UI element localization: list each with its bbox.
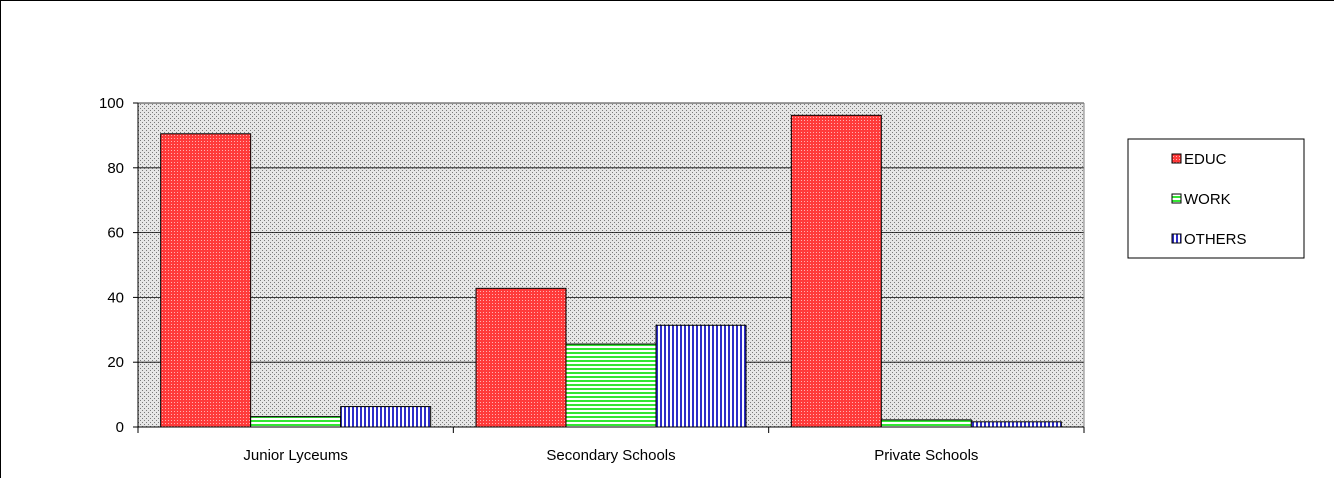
legend-swatch-work bbox=[1171, 193, 1182, 204]
x-tick-label: Private Schools bbox=[874, 447, 978, 464]
bar-work-1 bbox=[565, 343, 657, 428]
legend-swatch-others bbox=[1171, 233, 1182, 244]
bar-work-2 bbox=[880, 419, 972, 428]
y-tick-label: 80 bbox=[107, 160, 124, 177]
legend-box bbox=[1127, 138, 1305, 259]
bar-educ-1 bbox=[475, 287, 567, 428]
y-tick-label: 100 bbox=[99, 95, 124, 112]
y-tick-label: 20 bbox=[107, 354, 124, 371]
y-tick-label: 40 bbox=[107, 289, 124, 306]
legend-label-educ: EDUC bbox=[1184, 151, 1227, 168]
y-tick-label: 60 bbox=[107, 225, 124, 242]
bar-others-0 bbox=[340, 406, 432, 428]
bar-educ-0 bbox=[160, 133, 252, 428]
bars bbox=[160, 114, 1062, 428]
bar-educ-2 bbox=[790, 114, 882, 428]
legend-swatch-educ bbox=[1171, 153, 1182, 164]
bar-work-0 bbox=[250, 416, 342, 428]
legend-label-work: WORK bbox=[1184, 191, 1231, 208]
x-tick-label: Junior Lyceums bbox=[243, 447, 348, 464]
legend: EDUC WORK OTHERS bbox=[1127, 138, 1305, 259]
legend-label-others: OTHERS bbox=[1184, 231, 1247, 248]
bar-others-2 bbox=[970, 421, 1062, 428]
axes: 0 20 40 60 80 100 Junior Lyceums Secondary Scho… bbox=[99, 95, 1085, 464]
y-tick-label: 0 bbox=[116, 419, 124, 436]
x-tick-label: Secondary Schools bbox=[546, 447, 675, 464]
bar-others-1 bbox=[655, 324, 747, 428]
